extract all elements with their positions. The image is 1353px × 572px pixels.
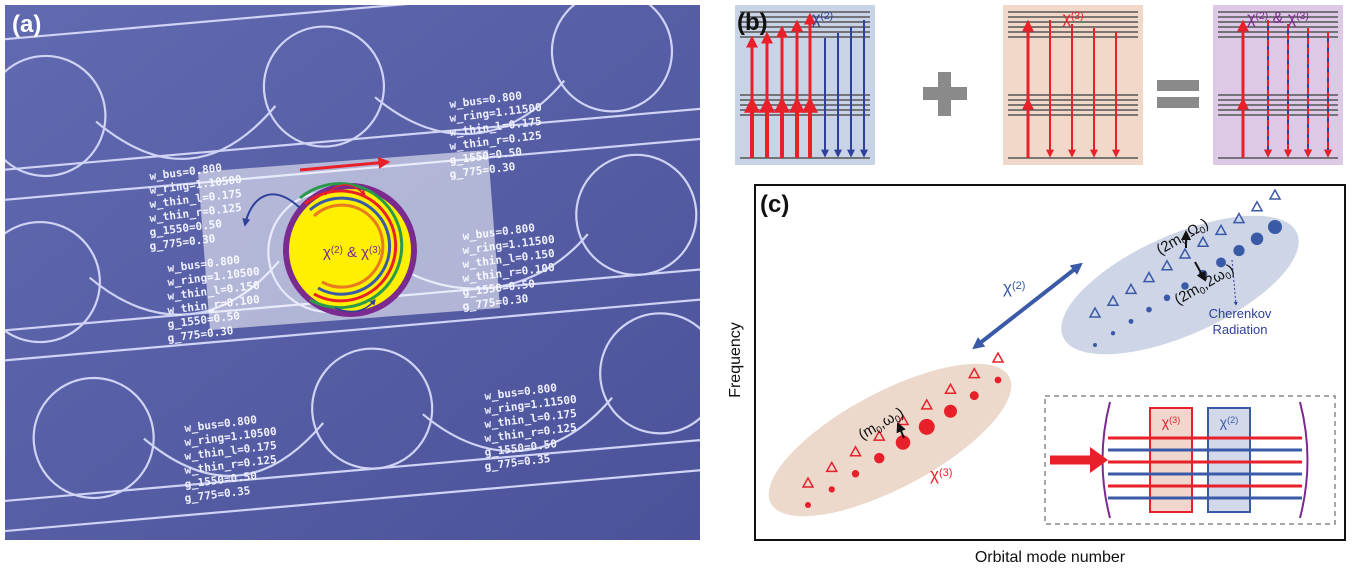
pump-mode bbox=[852, 470, 859, 477]
superscript: (3) bbox=[1071, 11, 1084, 22]
text-part: & χ bbox=[1268, 10, 1297, 27]
panel-label: (c) bbox=[760, 191, 789, 218]
sh-mode bbox=[1268, 220, 1282, 234]
y-axis-label: Frequency bbox=[727, 322, 744, 398]
sh-mode bbox=[1251, 233, 1264, 246]
sh-mode bbox=[1164, 295, 1171, 302]
sh-mode bbox=[1233, 245, 1244, 256]
superscript: (2) bbox=[820, 11, 833, 22]
x-axis-label: Orbital mode number bbox=[975, 549, 1126, 566]
panel-b: (b) χ(2) χ(3) χ(2) & χ(3) bbox=[735, 5, 1343, 165]
sh-mode bbox=[1093, 343, 1097, 347]
equals-sign bbox=[1157, 80, 1199, 91]
figure: w_bus=0.800w_ring=1.10500w_thin_l=0.175w… bbox=[0, 0, 1353, 572]
text-part: χ bbox=[323, 244, 331, 261]
cherenkov-label: Cherenkov bbox=[1209, 306, 1272, 321]
panel-label: (a) bbox=[12, 11, 41, 38]
superscript: (2) bbox=[1012, 280, 1026, 292]
superscript: (2) bbox=[1256, 11, 1269, 22]
pump-mode bbox=[970, 391, 979, 400]
sh-mode bbox=[1129, 319, 1134, 324]
sh-mode bbox=[1111, 331, 1115, 335]
pump-mode bbox=[805, 502, 811, 508]
superscript: (2) bbox=[331, 245, 343, 256]
pump-mode bbox=[944, 405, 957, 418]
pump-mode bbox=[995, 377, 1002, 384]
panel-c: (2m0,Ω0) (2m0,2ω0) (m0,ω0) Cherenkov Rad… bbox=[727, 185, 1345, 566]
superscript: (3) bbox=[1296, 11, 1309, 22]
superscript: (2) bbox=[1227, 415, 1238, 425]
text-part: χ bbox=[930, 465, 939, 484]
plus-sign bbox=[938, 72, 951, 116]
sh-mode bbox=[1146, 307, 1152, 313]
superscript: (3) bbox=[1169, 415, 1180, 425]
energy-box bbox=[1213, 5, 1343, 165]
superscript: (3) bbox=[369, 245, 381, 256]
pump-mode bbox=[874, 453, 884, 463]
text-part: & χ bbox=[343, 244, 369, 261]
sem-image: w_bus=0.800w_ring=1.10500w_thin_l=0.175w… bbox=[0, 0, 818, 540]
pump-mode bbox=[829, 486, 835, 492]
cherenkov-label: Radiation bbox=[1213, 322, 1268, 337]
superscript: (3) bbox=[939, 467, 953, 479]
text-part: χ bbox=[1003, 278, 1012, 297]
equals-sign bbox=[1157, 97, 1199, 108]
panel-label: (b) bbox=[737, 9, 768, 36]
pump-mode bbox=[919, 419, 935, 435]
